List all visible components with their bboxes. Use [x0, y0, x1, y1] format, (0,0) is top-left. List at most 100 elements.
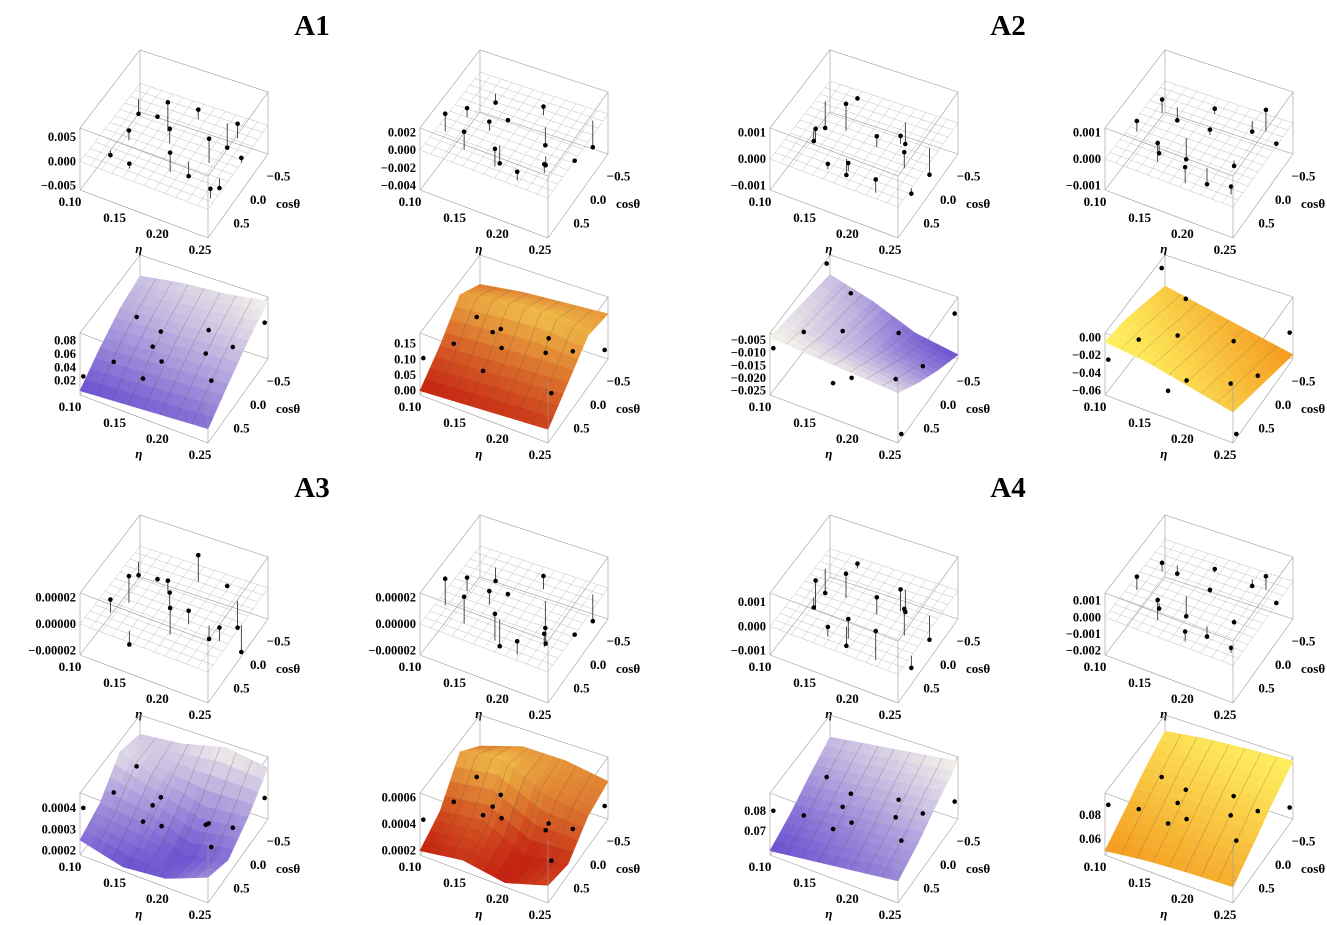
y-tick-label: −0.5 — [957, 169, 981, 184]
data-point — [1156, 150, 1162, 156]
data-point — [570, 826, 576, 832]
data-point — [167, 126, 173, 132]
x-tick-label: 0.20 — [836, 226, 859, 241]
data-point — [492, 146, 498, 152]
x-tick-label: 0.10 — [59, 659, 82, 674]
y-tick-label: 0.0 — [250, 192, 266, 207]
x-tick-label: 0.10 — [749, 194, 772, 209]
surface — [79, 275, 269, 430]
x-tick-label: 0.20 — [146, 431, 169, 446]
z-tick-label: 0.00 — [1079, 330, 1101, 344]
data-point — [1106, 357, 1111, 362]
box-front-edge — [419, 394, 549, 444]
data-point — [874, 134, 880, 139]
data-point — [235, 625, 240, 630]
x-tick-label: 0.15 — [793, 675, 816, 690]
data-point — [909, 191, 914, 196]
chart-panel-a4-residual: 0.001 0.000 −0.001 −0.002 0.10 0.15 0.20 0.25 η 0… — [1065, 505, 1327, 725]
y-tick-label: 0.0 — [590, 657, 606, 672]
z-tick-label: 0.06 — [1079, 832, 1101, 846]
data-point — [158, 329, 164, 334]
data-point — [490, 329, 495, 335]
y-axis-label: cosθ — [1301, 401, 1325, 416]
data-point — [1165, 388, 1171, 394]
data-point — [952, 799, 957, 804]
data-point — [771, 345, 776, 351]
x-axis-label: η — [1160, 241, 1167, 256]
box-front-edge — [419, 854, 549, 904]
data-point — [209, 844, 214, 850]
data-point — [224, 145, 230, 150]
y-axis-label: cosθ — [966, 196, 990, 211]
data-point — [111, 359, 117, 365]
y-axis-label: cosθ — [616, 401, 640, 416]
x-tick-label: 0.15 — [793, 875, 816, 890]
data-point — [1255, 808, 1261, 814]
data-point — [848, 791, 854, 796]
data-point — [1155, 140, 1160, 146]
zero-plane-mesh — [419, 545, 609, 673]
x-tick-label: 0.25 — [879, 242, 902, 257]
data-point — [813, 126, 818, 132]
data-point — [1182, 164, 1188, 170]
chart-panel-a4-surface: 0.08 0.07 0.10 0.15 0.20 0.25 η 0.5 0.0 −0.5 cosθ — [730, 705, 1050, 925]
x-tick-label: 0.15 — [103, 875, 126, 890]
data-point — [843, 101, 849, 107]
data-point — [1274, 600, 1279, 606]
z-tick-label: 0.02 — [54, 374, 76, 388]
x-axis-label: η — [475, 446, 482, 461]
data-point — [451, 799, 457, 805]
z-tick-label: 0.15 — [394, 337, 416, 351]
y-tick-label: 0.5 — [1258, 880, 1275, 895]
y-tick-label: −0.5 — [267, 834, 291, 849]
y-tick-label: −0.5 — [267, 634, 291, 649]
z-tick-label: −0.00002 — [28, 644, 76, 658]
x-tick-label: 0.20 — [1171, 226, 1194, 241]
y-tick-label: −0.5 — [957, 634, 981, 649]
data-point — [461, 594, 467, 600]
data-point — [461, 129, 467, 135]
data-point — [158, 795, 164, 800]
data-point — [1174, 118, 1180, 123]
data-point — [1183, 157, 1189, 162]
z-tick-label: 0.000 — [1073, 152, 1101, 166]
data-point — [1165, 821, 1171, 826]
data-point — [1155, 597, 1160, 603]
z-tick-label: 0.08 — [54, 334, 76, 348]
data-point — [186, 173, 191, 179]
x-tick-label: 0.25 — [529, 907, 552, 922]
box-front-edge — [769, 654, 899, 704]
data-point — [952, 311, 957, 316]
data-point — [209, 378, 214, 383]
chart-panel-a1-surface: 0.15 0.10 0.05 0.00 0.10 0.15 0.20 0.25 η 0.5 0.0−… — [380, 245, 700, 465]
data-point — [1183, 787, 1189, 793]
y-tick-label: 0.0 — [1275, 397, 1291, 412]
y-tick-label: 0.0 — [1275, 657, 1291, 672]
x-tick-label: 0.20 — [486, 891, 509, 906]
y-tick-label: 0.5 — [233, 680, 250, 695]
group-title-a2: A2 — [990, 10, 1026, 42]
box-front-edge — [1104, 189, 1234, 239]
data-point — [1287, 805, 1292, 810]
y-tick-label: 0.0 — [940, 397, 956, 412]
z-tick-label: −0.004 — [381, 179, 417, 193]
data-point — [239, 649, 244, 655]
data-point — [150, 803, 155, 808]
zero-plane-mesh — [1104, 80, 1294, 208]
box-front-edge — [207, 153, 269, 239]
data-point — [1228, 381, 1234, 386]
x-tick-label: 0.20 — [486, 431, 509, 446]
group-title-a1: A1 — [294, 10, 330, 42]
box-front-edge — [207, 358, 269, 444]
x-axis-label: η — [825, 446, 832, 461]
data-point — [543, 625, 548, 631]
data-point — [230, 825, 236, 831]
z-tick-label: 0.08 — [1079, 808, 1101, 822]
data-point — [134, 764, 139, 769]
data-point — [442, 111, 448, 116]
y-tick-label: −0.5 — [267, 169, 291, 184]
box-front-edge — [1232, 618, 1294, 704]
